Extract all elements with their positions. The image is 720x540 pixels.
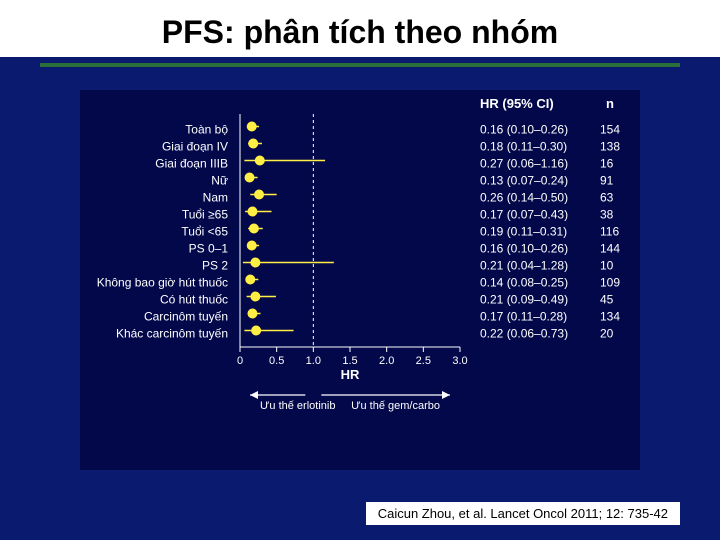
header-n: n: [606, 96, 614, 111]
x-tick-label: 1.0: [306, 355, 321, 367]
row-hr-ci: 0.17 (0.07–0.43): [480, 208, 568, 222]
x-tick-label: 0: [237, 355, 243, 367]
row-label: Không bao giờ hút thuốc: [97, 276, 228, 290]
row-label: Carcinôm tuyến: [144, 310, 228, 324]
row-n: 10: [600, 259, 614, 273]
row-n: 38: [600, 208, 614, 222]
row-hr-ci: 0.16 (0.10–0.26): [480, 123, 568, 137]
row-hr-ci: 0.13 (0.07–0.24): [480, 174, 568, 188]
row-n: 116: [600, 225, 619, 239]
hr-point: [251, 258, 260, 267]
row-hr-ci: 0.21 (0.04–1.28): [480, 259, 568, 273]
row-label: Nữ: [211, 174, 228, 188]
row-label: Tuổi <65: [181, 225, 228, 239]
forest-plot: HR (95% CI) n Toàn bộ 0.16 (0.10–0.26) 154 Gi…: [80, 90, 640, 430]
x-tick-label: 1.5: [342, 355, 357, 367]
row-hr-ci: 0.16 (0.10–0.26): [480, 242, 568, 256]
hr-point: [252, 326, 261, 335]
row-label: Có hút thuốc: [160, 293, 228, 307]
x-tick-label: 2.5: [416, 355, 431, 367]
arrow-right-head: [442, 391, 450, 399]
title-area: PFS: phân tích theo nhóm: [0, 0, 720, 57]
row-label: Giai đoạn IV: [162, 140, 228, 154]
row-hr-ci: 0.18 (0.11–0.30): [480, 140, 567, 154]
hr-point: [247, 122, 256, 131]
row-label: PS 2: [202, 259, 228, 273]
x-tick-label: 3.0: [452, 355, 467, 367]
arrow-left-head: [250, 391, 258, 399]
arrow-right-label: Ưu thế gem/carbo: [351, 400, 440, 412]
row-hr-ci: 0.17 (0.11–0.28): [480, 310, 567, 324]
hr-point: [248, 207, 257, 216]
row-label: Nam: [203, 191, 228, 205]
row-label: PS 0–1: [189, 242, 229, 256]
row-hr-ci: 0.26 (0.14–0.50): [480, 191, 568, 205]
row-n: 154: [600, 123, 620, 137]
row-n: 45: [600, 293, 614, 307]
row-hr-ci: 0.21 (0.09–0.49): [480, 293, 568, 307]
x-tick-label: 2.0: [379, 355, 394, 367]
row-hr-ci: 0.27 (0.06–1.16): [480, 157, 568, 171]
header-hr: HR (95% CI): [480, 96, 554, 111]
row-n: 91: [600, 174, 614, 188]
hr-point: [249, 224, 258, 233]
row-n: 16: [600, 157, 614, 171]
x-tick-label: 0.5: [269, 355, 284, 367]
row-n: 138: [600, 140, 620, 154]
slide-title: PFS: phân tích theo nhóm: [40, 14, 680, 51]
row-n: 63: [600, 191, 614, 205]
row-hr-ci: 0.14 (0.08–0.25): [480, 276, 568, 290]
row-hr-ci: 0.22 (0.06–0.73): [480, 327, 568, 341]
row-label: Giai đoạn IIIB: [155, 157, 228, 171]
row-label: Tuổi ≥65: [182, 208, 228, 222]
hr-point: [255, 156, 264, 165]
hr-point: [245, 173, 254, 182]
x-axis-title: HR: [341, 367, 360, 382]
row-hr-ci: 0.19 (0.11–0.31): [480, 225, 567, 239]
row-n: 109: [600, 276, 620, 290]
hr-point: [247, 241, 256, 250]
arrow-left-label: Ưu thế erlotinib: [260, 400, 335, 412]
row-label: Toàn bộ: [185, 123, 228, 137]
hr-point: [255, 190, 264, 199]
slide: PFS: phân tích theo nhóm HR (95% CI) n Toà…: [0, 0, 720, 540]
hr-point: [249, 139, 258, 148]
hr-point: [248, 309, 257, 318]
title-rule: [40, 63, 680, 67]
row-n: 134: [600, 310, 620, 324]
row-n: 144: [600, 242, 620, 256]
hr-point: [251, 292, 260, 301]
citation: Caicun Zhou, et al. Lancet Oncol 2011; 1…: [366, 502, 680, 525]
row-n: 20: [600, 327, 614, 341]
forest-plot-container: HR (95% CI) n Toàn bộ 0.16 (0.10–0.26) 154 Gi…: [80, 90, 640, 470]
row-label: Khác carcinôm tuyến: [116, 327, 228, 341]
hr-point: [246, 275, 255, 284]
